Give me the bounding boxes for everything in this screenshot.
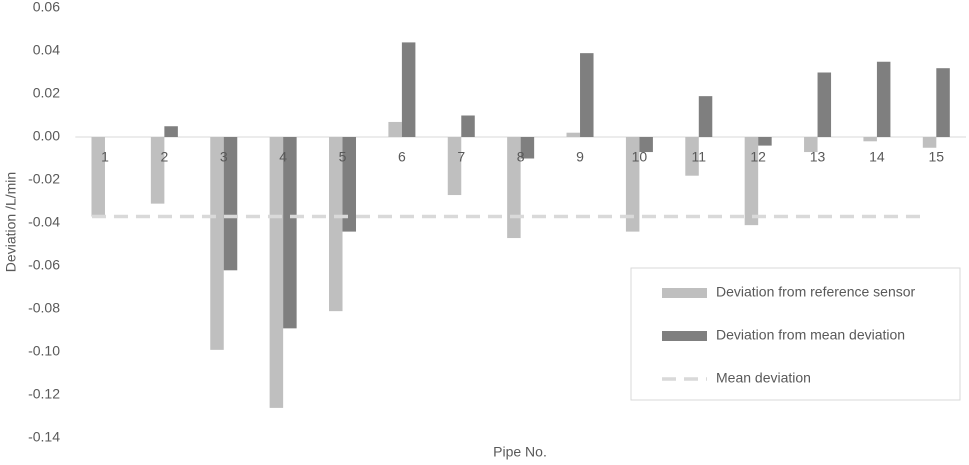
bar (922, 137, 937, 148)
bar (698, 96, 713, 137)
bar (744, 137, 759, 226)
y-tick-label: -0.04 (28, 214, 60, 230)
bar (817, 72, 832, 137)
category-label: 5 (339, 149, 347, 165)
y-tick-label: -0.08 (28, 300, 60, 316)
bar (566, 132, 581, 137)
category-label: 9 (576, 149, 584, 165)
legend-swatch (662, 331, 707, 341)
bar (269, 137, 284, 408)
bar (164, 126, 178, 137)
y-axis-label: Deviation /L/min (3, 172, 19, 272)
y-tick-label: 0.06 (33, 0, 60, 15)
category-label: 14 (869, 149, 885, 165)
bar (447, 137, 462, 196)
x-axis-label: Pipe No. (493, 444, 547, 460)
y-tick-label: -0.02 (28, 171, 60, 187)
legend-swatch (662, 288, 707, 298)
bar (685, 137, 699, 176)
bar (388, 121, 402, 137)
category-label: 13 (810, 149, 826, 165)
y-tick-label: 0.04 (33, 42, 60, 58)
bar (863, 137, 877, 142)
bar (91, 137, 105, 217)
category-label: 12 (750, 149, 766, 165)
y-tick-label: -0.10 (28, 343, 60, 359)
bar (580, 53, 594, 137)
bar (283, 137, 297, 329)
category-label: 6 (398, 149, 406, 165)
category-label: 4 (279, 149, 287, 165)
bar (329, 137, 343, 312)
bar (210, 137, 224, 350)
bar (936, 68, 950, 137)
legend-label: Deviation from mean deviation (716, 327, 905, 343)
y-tick-label: -0.12 (28, 386, 60, 402)
legend-label: Deviation from reference sensor (716, 284, 916, 300)
category-label: 8 (517, 149, 525, 165)
y-tick-label: 0.00 (33, 128, 60, 144)
bar (639, 137, 653, 153)
bar (461, 115, 475, 137)
bar (401, 42, 416, 137)
y-tick-label: -0.14 (28, 429, 60, 445)
category-label: 2 (160, 149, 168, 165)
bar (625, 137, 640, 232)
category-label: 10 (632, 149, 648, 165)
legend-label: Mean deviation (716, 370, 811, 386)
y-tick-label: -0.06 (28, 257, 60, 273)
bar (342, 137, 357, 232)
bar (150, 137, 165, 204)
bar (876, 61, 891, 137)
category-label: 7 (457, 149, 465, 165)
bar (520, 137, 535, 159)
category-label: 3 (220, 149, 228, 165)
category-label: 11 (692, 149, 707, 165)
category-label: 15 (929, 149, 945, 165)
y-tick-label: 0.02 (33, 85, 60, 101)
bar (804, 137, 818, 153)
category-label: 1 (101, 149, 109, 165)
bar (223, 137, 238, 271)
bar (758, 137, 772, 146)
bar (507, 137, 521, 239)
